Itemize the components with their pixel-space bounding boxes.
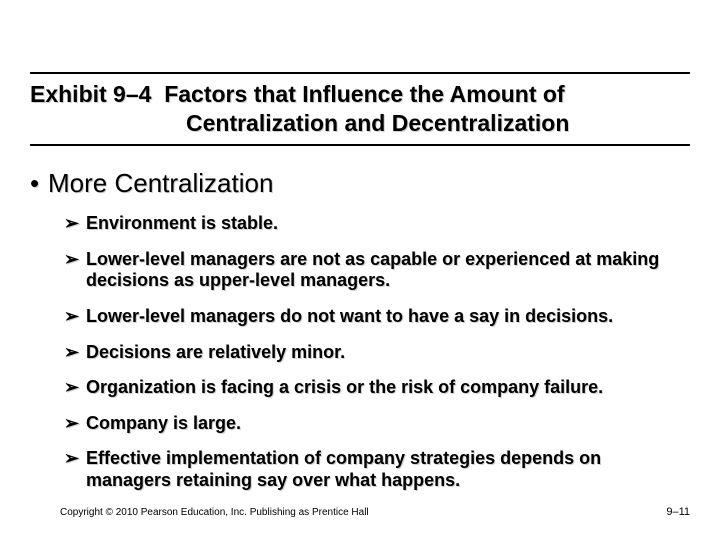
section-heading-text: More Centralization xyxy=(48,168,273,198)
list-item: ➢ Decisions are relatively minor. xyxy=(64,342,690,364)
slide-title: Exhibit 9–4 Factors that Influence the A… xyxy=(30,80,690,138)
list-item-text: Decisions are relatively minor. xyxy=(86,342,690,364)
top-rule xyxy=(30,72,690,74)
arrow-icon: ➢ xyxy=(64,249,86,292)
list-item-text: Lower-level managers are not as capable … xyxy=(86,249,690,292)
bottom-rule xyxy=(30,144,690,146)
list-item-text: Environment is stable. xyxy=(86,213,690,235)
list-item: ➢ Effective implementation of company st… xyxy=(64,448,690,491)
slide: Exhibit 9–4 Factors that Influence the A… xyxy=(0,0,720,540)
arrow-icon: ➢ xyxy=(64,342,86,364)
arrow-icon: ➢ xyxy=(64,213,86,235)
title-line-1: Exhibit 9–4 Factors that Influence the A… xyxy=(30,80,690,109)
list-item-text: Effective implementation of company stra… xyxy=(86,448,690,491)
bullet-dot: • xyxy=(30,168,48,199)
list-item: ➢ Organization is facing a crisis or the… xyxy=(64,377,690,399)
list-item: ➢ Lower-level managers do not want to ha… xyxy=(64,306,690,328)
copyright-text: Copyright © 2010 Pearson Education, Inc.… xyxy=(60,507,369,518)
list-item: ➢ Company is large. xyxy=(64,413,690,435)
title-rest: Factors that Influence the Amount of xyxy=(164,81,564,107)
arrow-icon: ➢ xyxy=(64,377,86,399)
content-area: •More Centralization ➢ Environment is st… xyxy=(30,168,690,506)
page-number: 9–11 xyxy=(666,506,690,518)
title-line-2-text: Centralization and Decentralization xyxy=(186,110,569,136)
list-item-text: Company is large. xyxy=(86,413,690,435)
section-heading: •More Centralization xyxy=(30,168,690,199)
list-item: ➢ Environment is stable. xyxy=(64,213,690,235)
arrow-icon: ➢ xyxy=(64,413,86,435)
list-item-text: Lower-level managers do not want to have… xyxy=(86,306,690,328)
exhibit-label: Exhibit 9–4 xyxy=(30,81,151,107)
list-item-text: Organization is facing a crisis or the r… xyxy=(86,377,690,399)
list-item: ➢ Lower-level managers are not as capabl… xyxy=(64,249,690,292)
arrow-icon: ➢ xyxy=(64,306,86,328)
arrow-icon: ➢ xyxy=(64,448,86,491)
title-line-2: Centralization and Decentralization xyxy=(30,109,690,138)
